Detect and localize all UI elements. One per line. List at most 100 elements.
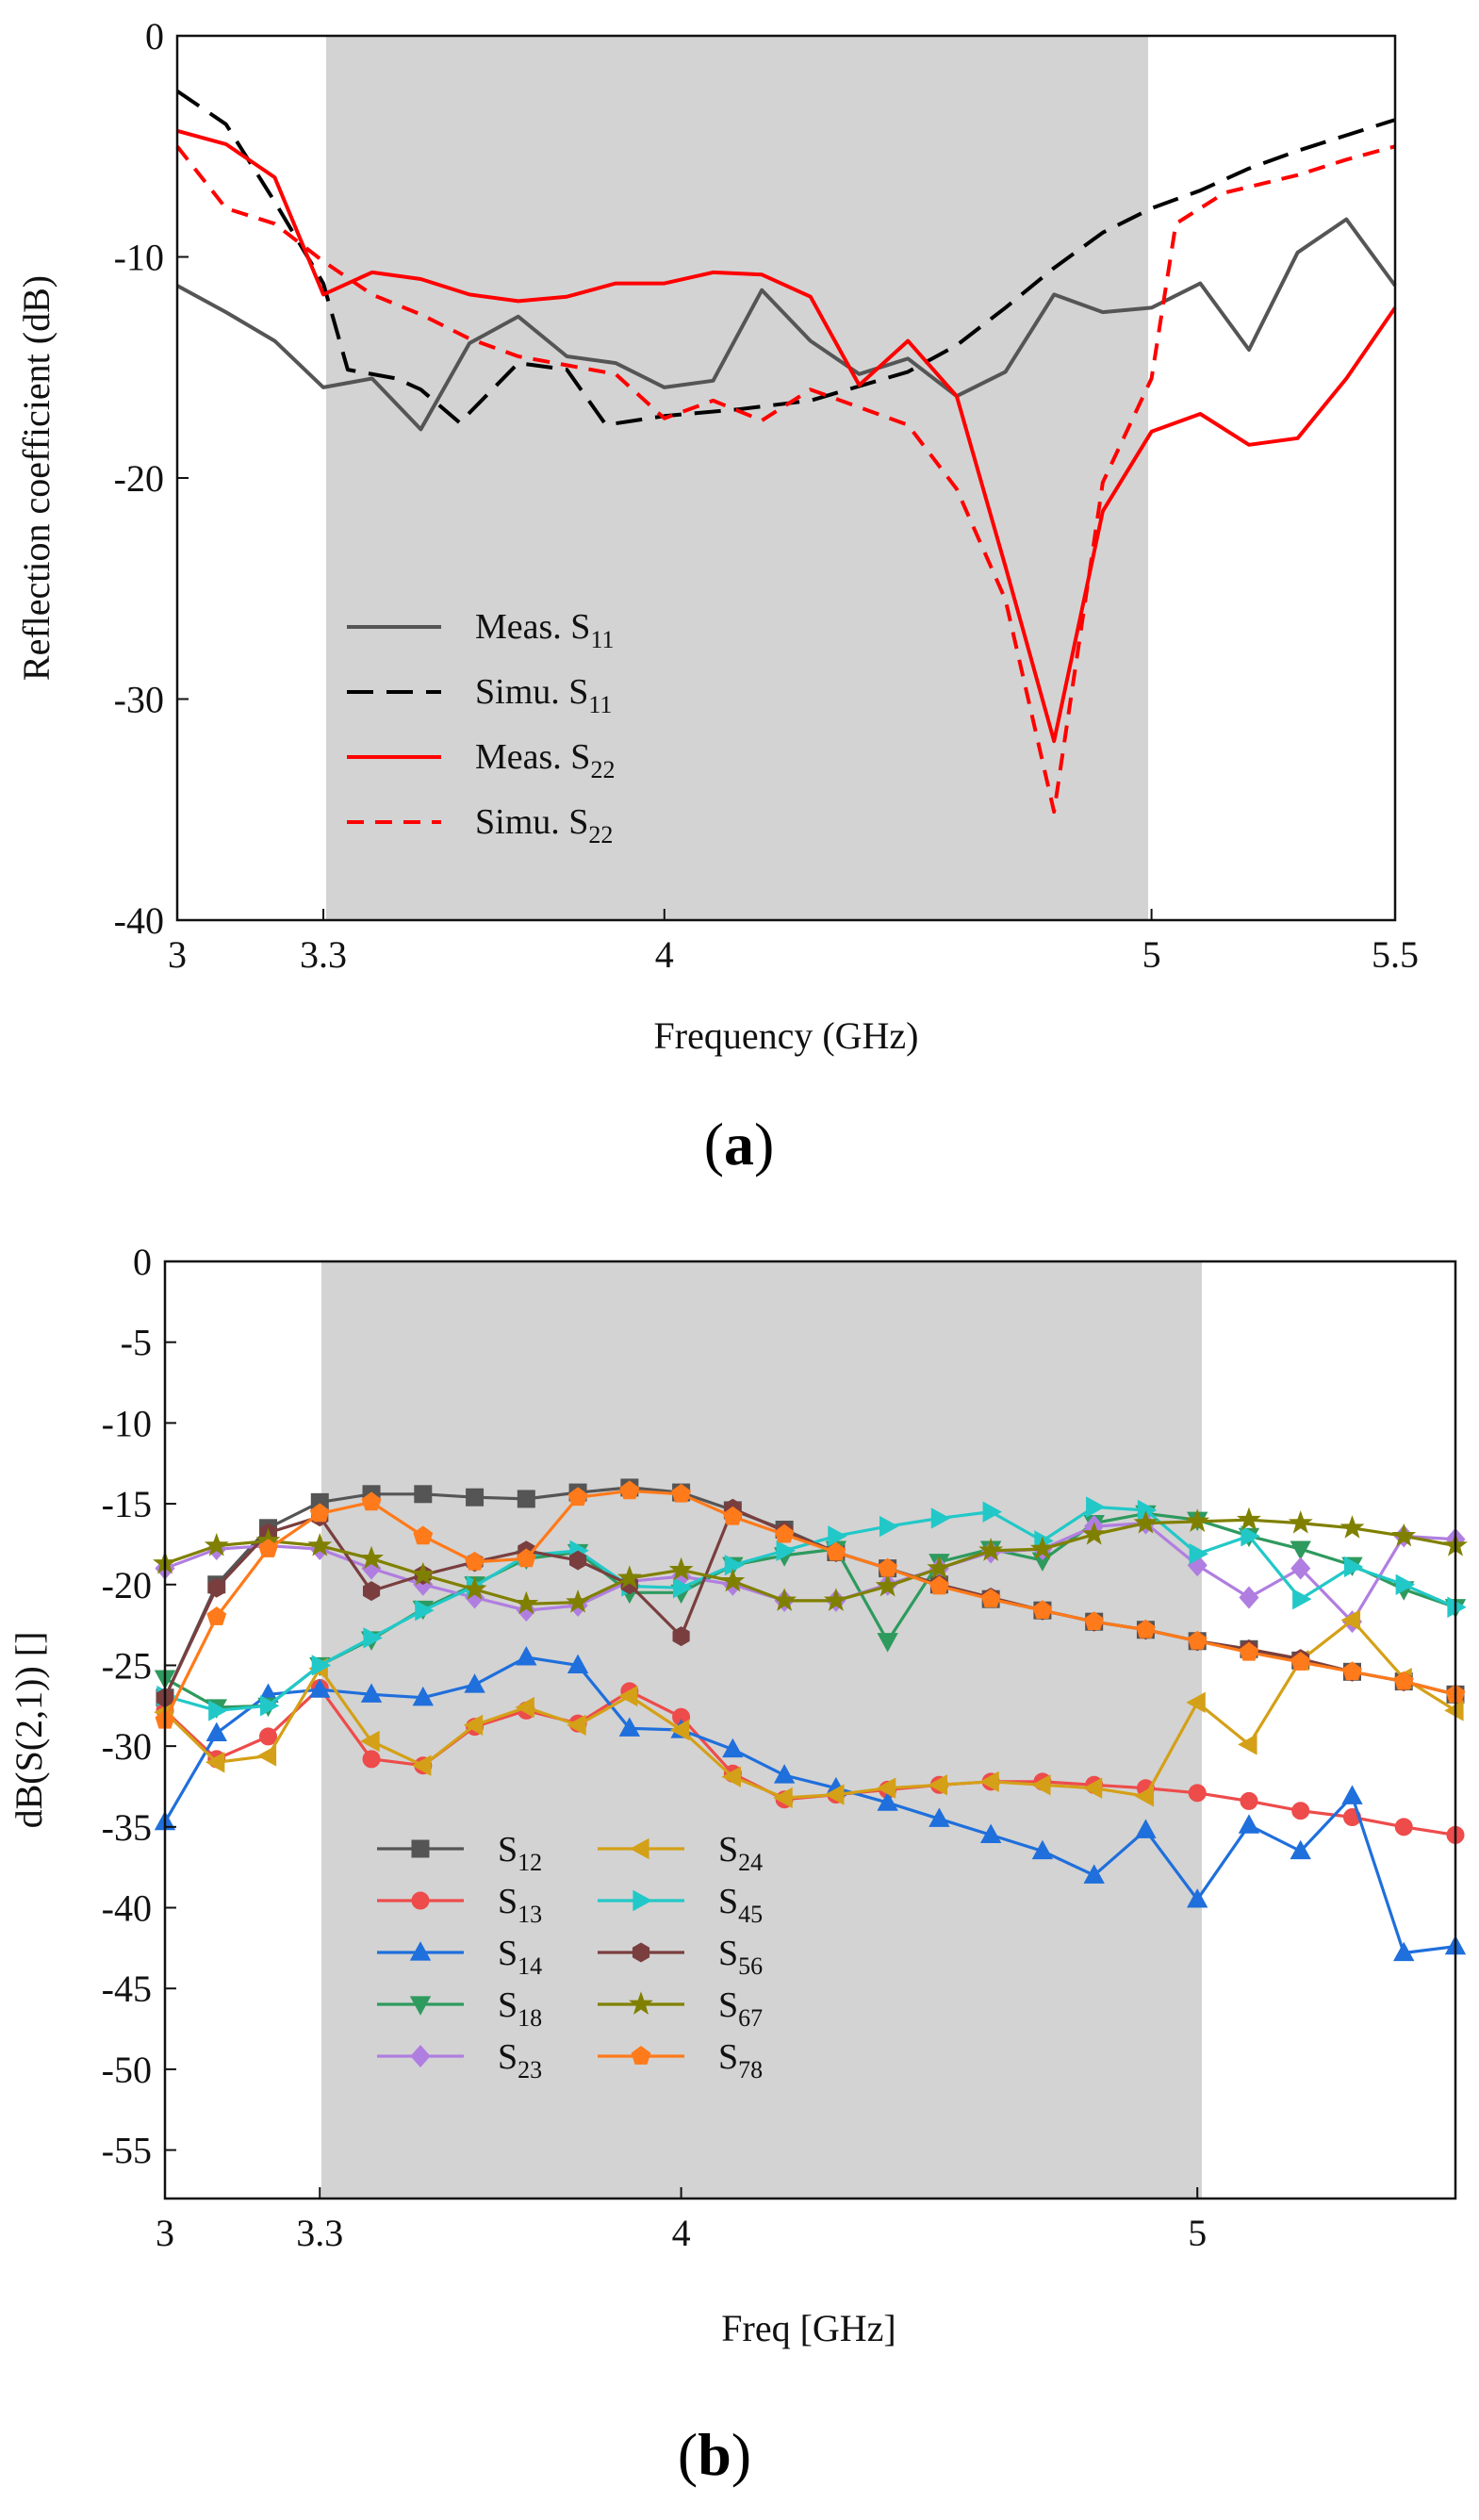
legend-label-b-24: S24 — [718, 1830, 763, 1876]
marker-b-45 — [259, 1695, 280, 1717]
marker-b-24 — [773, 1787, 793, 1809]
legend-name: S — [718, 2037, 738, 2077]
legend-label-a-0: Meas. S11 — [475, 607, 615, 653]
marker-b-78 — [619, 1480, 640, 1500]
y-tick-label: -30 — [102, 1725, 152, 1768]
marker-b-18 — [1290, 1540, 1311, 1560]
marker-b-45 — [415, 1599, 435, 1622]
y-tick-label: -45 — [102, 1968, 152, 2010]
panel-label-b-letter: b — [698, 2421, 731, 2488]
marker-b-67 — [1339, 1515, 1365, 1539]
marker-b-67 — [616, 1565, 642, 1589]
marker-b-56 — [362, 1581, 381, 1602]
y-tick-label: -20 — [102, 1564, 152, 1606]
y-tick-label: -15 — [102, 1483, 152, 1525]
marker-b-67 — [927, 1555, 952, 1579]
marker-b-12 — [466, 1488, 485, 1507]
chart-a: 3 3.3 4 5 5.5 0 -10 -20 -30 -40 Frequency (GHz) R… — [15, 15, 1419, 1178]
marker-b-45 — [776, 1540, 796, 1561]
marker-b-56 — [207, 1577, 225, 1598]
marker-b-14 — [205, 1721, 227, 1742]
marker-b-24 — [669, 1719, 690, 1741]
marker-b-67 — [1081, 1521, 1107, 1545]
marker-b-45 — [363, 1627, 383, 1649]
chart-a-series — [175, 89, 1397, 815]
marker-b-24 — [617, 1685, 638, 1707]
marker-b-23 — [1290, 1556, 1311, 1580]
marker-b-24 — [1238, 1734, 1257, 1755]
legend-label-a-1: Simu. S11 — [475, 672, 612, 718]
marker-b-67 — [1236, 1507, 1261, 1531]
series-b-78 — [155, 1480, 1466, 1729]
chart-b: 3 3.3 4 50-5-10-15-20-25-30-35-40-45-50-55 … — [8, 1241, 1468, 2488]
legend-subscript: 24 — [738, 1849, 763, 1876]
legend-marker-b-45 — [633, 1889, 652, 1912]
marker-b-78 — [309, 1503, 330, 1523]
marker-b-78 — [1342, 1661, 1362, 1681]
marker-b-78 — [1239, 1641, 1259, 1661]
marker-b-67 — [359, 1545, 385, 1570]
marker-b-56 — [569, 1550, 587, 1571]
marker-b-45 — [930, 1507, 951, 1529]
legend-subscript: 18 — [518, 2004, 542, 2032]
series-line-b-67 — [164, 1518, 1456, 1606]
marker-b-14 — [722, 1738, 744, 1758]
marker-b-14 — [1187, 1888, 1208, 1908]
marker-b-67 — [566, 1589, 591, 1613]
legend-subscript: 22 — [590, 756, 615, 783]
marker-b-14 — [877, 1791, 898, 1811]
x-tick-label: 3 — [156, 2212, 174, 2254]
marker-b-67 — [410, 1561, 435, 1586]
legend-name: S — [718, 1830, 738, 1869]
marker-b-67 — [204, 1532, 229, 1556]
marker-b-78 — [206, 1606, 227, 1625]
legend-label-b-45: S45 — [718, 1882, 763, 1928]
y-tick-label: -30 — [114, 679, 164, 721]
marker-b-67 — [1133, 1509, 1159, 1534]
marker-b-13 — [1240, 1791, 1258, 1810]
marker-b-14 — [928, 1807, 950, 1827]
marker-b-24 — [721, 1766, 741, 1787]
marker-b-78 — [1136, 1619, 1156, 1639]
x-tick-label: 4 — [672, 2212, 691, 2254]
marker-b-67 — [1391, 1523, 1417, 1547]
marker-b-78 — [1032, 1600, 1053, 1620]
marker-b-14 — [1238, 1814, 1260, 1834]
marker-b-24 — [825, 1784, 845, 1805]
marker-b-67 — [875, 1573, 900, 1597]
marker-b-45 — [1189, 1543, 1209, 1565]
series-line-b-56 — [163, 1507, 1456, 1699]
marker-b-14 — [1393, 1941, 1415, 1962]
marker-b-13 — [362, 1750, 381, 1769]
marker-b-67 — [514, 1590, 539, 1615]
marker-b-78 — [1187, 1630, 1208, 1650]
marker-b-45 — [724, 1554, 745, 1576]
legend-marker-b-14 — [409, 1941, 432, 1961]
legend-label-b-67: S67 — [718, 1985, 763, 2032]
marker-b-14 — [309, 1678, 331, 1698]
marker-b-24 — [1031, 1774, 1051, 1796]
marker-b-24 — [256, 1745, 277, 1767]
marker-b-24 — [1082, 1777, 1103, 1799]
legend-subscript: 22 — [588, 821, 613, 848]
marker-b-14 — [412, 1686, 434, 1706]
marker-b-78 — [1393, 1671, 1414, 1690]
marker-b-78 — [258, 1539, 278, 1557]
marker-b-13 — [1394, 1818, 1413, 1836]
marker-b-78 — [671, 1483, 692, 1503]
chart-a-band — [326, 36, 1148, 920]
y-tick-label: -55 — [102, 2130, 152, 2172]
marker-b-18 — [877, 1633, 898, 1653]
marker-b-14 — [360, 1683, 383, 1703]
series-line-a-3 — [175, 144, 1396, 815]
legend-name: S — [498, 1934, 518, 1973]
marker-b-67 — [307, 1532, 333, 1556]
x-tick-label: 4 — [655, 933, 674, 976]
marker-b-24 — [463, 1714, 484, 1737]
legend-label-b-13: S13 — [498, 1882, 542, 1928]
marker-b-14 — [516, 1646, 537, 1666]
marker-b-24 — [411, 1754, 432, 1776]
marker-b-13 — [259, 1727, 278, 1746]
marker-b-14 — [1341, 1785, 1363, 1804]
legend-marker-b-23 — [410, 2044, 431, 2068]
